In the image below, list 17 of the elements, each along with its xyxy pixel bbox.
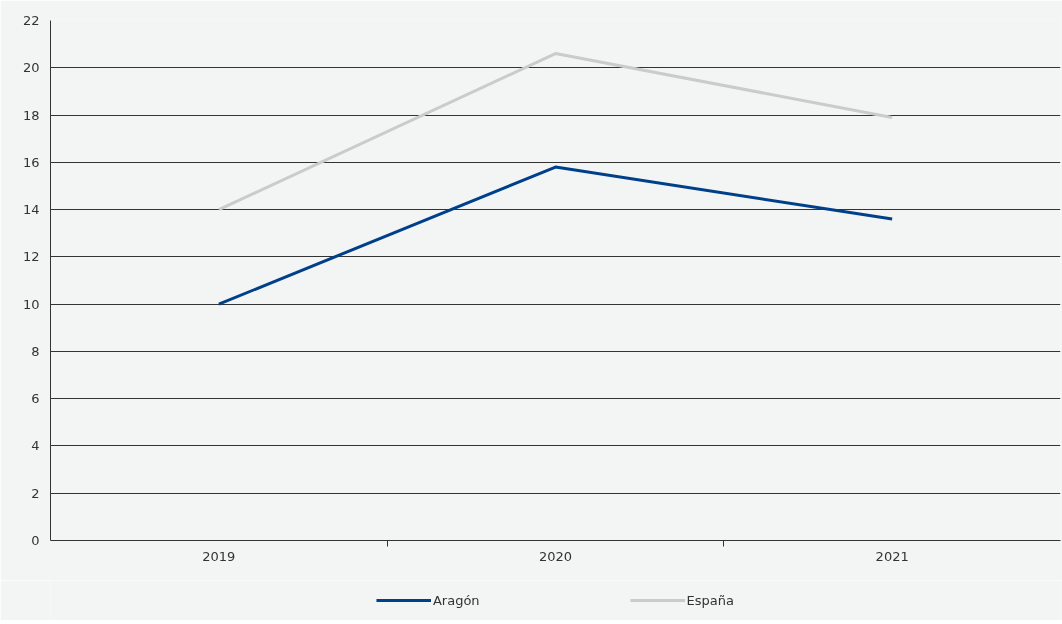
y-tick-label: 14 [22, 202, 40, 218]
y-tick-label: 18 [22, 107, 40, 123]
y-tick-label: 10 [22, 296, 40, 312]
legend-label: España [686, 592, 735, 608]
y-tick-label: 8 [31, 343, 40, 359]
legend-label: Aragón [432, 592, 480, 608]
x-tick-label: 2020 [538, 548, 573, 564]
y-tick-label: 20 [22, 60, 40, 76]
y-tick-label: 0 [31, 533, 40, 548]
y-tick-label: 16 [22, 154, 40, 170]
y-tick-label: 4 [31, 438, 40, 454]
x-tick-label: 2019 [202, 548, 236, 564]
y-tick-label: 2 [31, 485, 40, 501]
x-tick-label: 2021 [875, 548, 909, 564]
y-tick-label: 6 [31, 391, 40, 407]
y-tick-label: 12 [22, 249, 40, 265]
y-tick-label: 22 [22, 13, 40, 28]
